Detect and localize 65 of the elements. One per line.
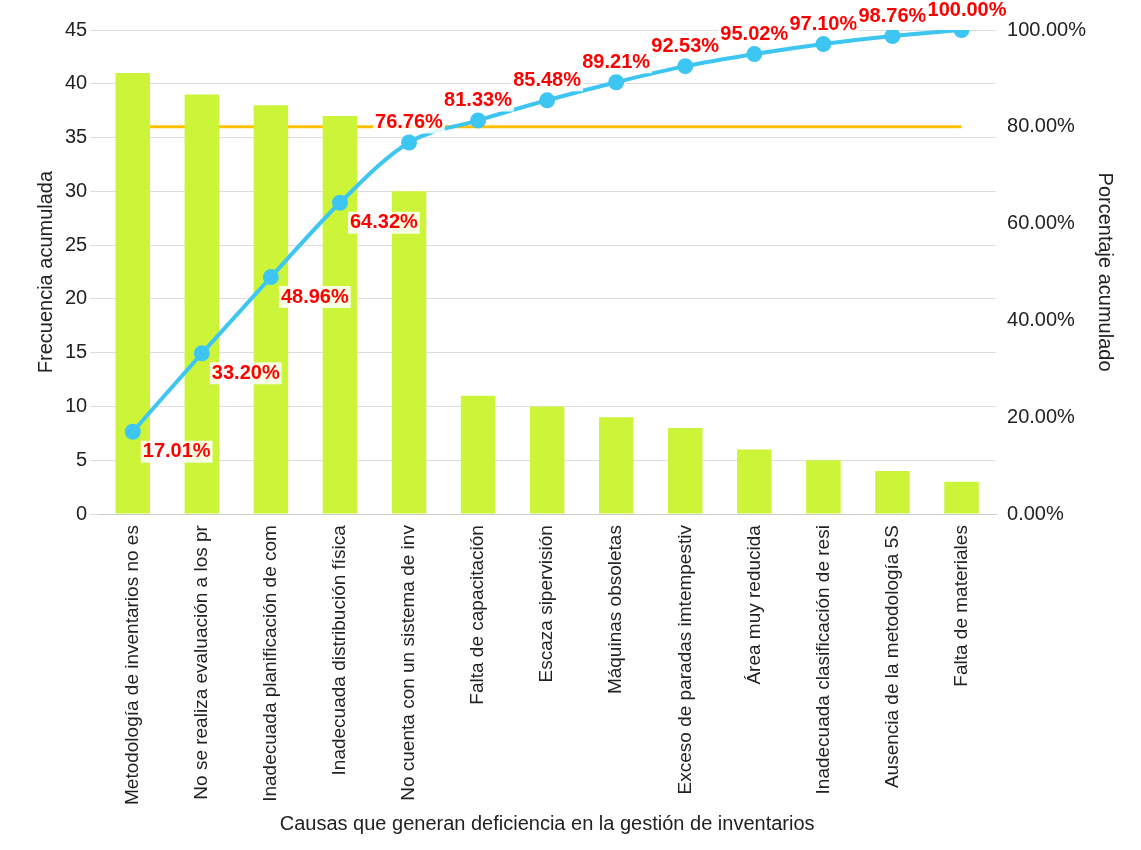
data-label: 89.21% [582,49,651,72]
y-axis-title: Frecuencia acumulada [33,170,56,374]
data-label: 95.02% [720,21,789,44]
y-tick-label: 45 [65,17,88,40]
x-tick-label: Inadecuada distribución física [328,524,350,776]
bar [944,481,979,514]
point [262,269,279,286]
y-tick-label: 35 [65,125,88,148]
bar [806,460,841,514]
x-tick-label: Ausencia de la metodología 5S [880,525,902,789]
data-label: 17.01% [142,439,211,462]
y2-tick-label: 20.00% [1007,404,1076,427]
x-tick-label: No cuenta con un sistema de inv [397,524,419,801]
x-tick-label: Área muy reducida [742,524,764,685]
data-label: 33.20% [211,360,280,383]
x-tick-label: Inadecuada clasificación de resi [811,525,833,795]
y-tick-label: 15 [65,340,88,363]
point [331,194,348,211]
point [539,92,556,109]
point [677,58,694,75]
point [124,423,141,440]
y-tick-label: 0 [76,501,88,524]
y2-axis-title: Porcentaje acumulado [1095,172,1118,372]
x-tick-label: Metodología de inventarios no es [121,525,143,806]
y-tick-label: 20 [65,286,88,309]
point [746,46,763,63]
y2-tick-label: 80.00% [1007,114,1076,137]
data-label: 64.32% [349,210,419,233]
bar [529,406,565,514]
data-label: 92.53% [651,33,720,56]
data-label: 98.76% [858,3,927,26]
data-label: 97.10% [789,11,858,34]
data-label: 76.76% [375,110,444,133]
point [193,345,210,362]
bar [737,449,772,514]
bar [598,417,634,514]
x-tick-label: No se realiza evaluación a los pr [190,524,212,800]
y2-tick-label: 40.00% [1007,307,1076,330]
data-label: 100.00% [927,0,1007,20]
x-axis-title: Causas que generan deficiencia en la gestión de inventarios [279,811,815,834]
bar [460,395,496,514]
data-label: 48.96% [280,284,349,307]
point [401,134,418,151]
point [470,112,487,129]
y-tick-label: 40 [65,71,88,94]
x-tick-label: Falta de materiales [949,525,971,687]
x-tick-label: Inadecuada planificación de com [259,525,281,802]
x-tick-label: Exceso de paradas imtempestiv [673,524,695,795]
y2-tick-label: 100.00% [1007,17,1087,40]
bar [875,471,910,514]
point [608,74,625,91]
x-tick-label: Falta de capacitación [466,525,488,705]
data-label: 85.48% [513,67,582,90]
x-tick-label: Escaza sipervisión [535,525,557,683]
bar [668,428,703,514]
point [815,36,832,53]
x-tick-label: Máquinas obsoletas [604,525,626,695]
data-label: 81.33% [444,87,513,110]
y-tick-label: 25 [65,232,88,255]
y-tick-label: 10 [65,394,88,417]
y2-tick-label: 0.00% [1007,501,1064,524]
y-tick-label: 5 [76,447,88,470]
point [884,30,901,44]
y2-tick-label: 60.00% [1007,211,1076,234]
y-tick-label: 30 [65,178,88,201]
